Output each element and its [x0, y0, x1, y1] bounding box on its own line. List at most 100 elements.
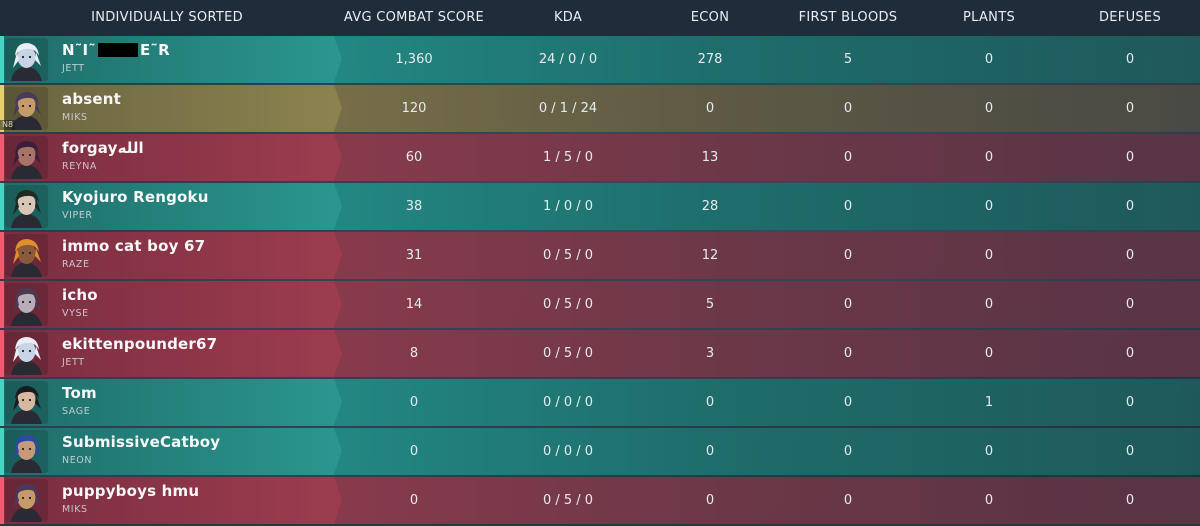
player-cell[interactable]: absent MIKS N8: [0, 85, 342, 132]
stat-econ: 5: [705, 297, 715, 312]
stat-kda: 1 / 0 / 0: [542, 199, 594, 214]
censor-bar: [97, 43, 138, 57]
team-accent-bar: [0, 281, 4, 328]
team-accent-bar: [0, 477, 4, 524]
player-cell[interactable]: SubmissiveCatboy NEON: [0, 428, 342, 475]
stat-kda: 0 / 0 / 0: [542, 395, 594, 410]
col-header-plants[interactable]: PLANTS: [963, 10, 1015, 25]
stat-defuses: 0: [1125, 346, 1135, 361]
agent-portrait-icon: [5, 234, 48, 277]
player-stats: 14 0 / 5 / 0 5 0 0 0: [334, 281, 1200, 328]
stat-plants: 0: [984, 297, 994, 312]
agent-portrait-icon: [5, 38, 48, 81]
agent-portrait-icon: [5, 381, 48, 424]
player-stats: 0 0 / 5 / 0 0 0 0 0: [334, 477, 1200, 524]
stat-econ: 278: [697, 52, 723, 67]
stat-acs: 8: [409, 346, 419, 361]
col-header-kda[interactable]: KDA: [553, 10, 583, 25]
player-row[interactable]: 0 0 / 0 / 0 0 0 0 0 SubmissiveCatboy NEON: [0, 428, 1200, 475]
player-row[interactable]: 120 0 / 1 / 24 0 0 0 0 absent MIKS N8: [0, 85, 1200, 132]
team-accent-bar: [0, 183, 4, 230]
team-accent-bar: [0, 36, 4, 83]
player-stats: 8 0 / 5 / 0 3 0 0 0: [334, 330, 1200, 377]
stat-plants: 0: [984, 199, 994, 214]
stat-plants: 0: [984, 52, 994, 67]
col-header-defuses[interactable]: DEFUSES: [1098, 10, 1162, 25]
col-header-acs[interactable]: AVG COMBAT SCORE: [343, 10, 485, 25]
scoreboard-rows: 1,360 24 / 0 / 0 278 5 0 0 N˜I˜ E˜R JETT 120 0 / 1…: [0, 36, 1200, 526]
stat-econ: 0: [705, 101, 715, 116]
stat-defuses: 0: [1125, 395, 1135, 410]
stat-first-bloods: 5: [843, 52, 853, 67]
agent-portrait-icon: [5, 479, 48, 522]
player-row[interactable]: 14 0 / 5 / 0 5 0 0 0 icho VYSE: [0, 281, 1200, 328]
col-header-first-bloods[interactable]: FIRST BLOODS: [798, 10, 898, 25]
team-accent-bar: [0, 232, 4, 279]
stat-kda: 24 / 0 / 0: [538, 52, 598, 67]
player-cell[interactable]: immo cat boy 67 RAZE: [0, 232, 342, 279]
player-name: Tom: [62, 384, 97, 402]
team-accent-bar: [0, 330, 4, 377]
stat-plants: 0: [984, 248, 994, 263]
player-name: N˜I˜ E˜R: [62, 41, 170, 59]
stat-defuses: 0: [1125, 52, 1135, 67]
stat-defuses: 0: [1125, 444, 1135, 459]
agent-portrait-icon: [5, 185, 48, 228]
player-stats: 31 0 / 5 / 0 12 0 0 0: [334, 232, 1200, 279]
agent-name: VIPER: [62, 210, 93, 221]
stat-kda: 1 / 5 / 0: [542, 150, 594, 165]
player-row[interactable]: 31 0 / 5 / 0 12 0 0 0 immo cat boy 67 RAZE: [0, 232, 1200, 279]
stat-acs: 0: [409, 493, 419, 508]
player-name: forgayالله: [62, 139, 144, 157]
stat-defuses: 0: [1125, 297, 1135, 312]
stat-acs: 14: [405, 297, 423, 312]
stat-plants: 0: [984, 150, 994, 165]
col-header-econ[interactable]: ECON: [690, 10, 730, 25]
player-name: icho: [62, 286, 98, 304]
agent-name: MIKS: [62, 112, 88, 123]
player-cell[interactable]: puppyboys hmu MIKS: [0, 477, 342, 524]
stat-plants: 1: [984, 395, 994, 410]
player-cell[interactable]: Kyojuro Rengoku VIPER: [0, 183, 342, 230]
team-accent-bar: [0, 134, 4, 181]
scoreboard-header: INDIVIDUALLY SORTED AVG COMBAT SCORE KDA…: [0, 0, 1200, 36]
col-header-player[interactable]: INDIVIDUALLY SORTED: [91, 10, 243, 25]
player-cell[interactable]: Tom SAGE: [0, 379, 342, 426]
player-cell[interactable]: N˜I˜ E˜R JETT: [0, 36, 342, 83]
stat-kda: 0 / 5 / 0: [542, 297, 594, 312]
stat-first-bloods: 0: [843, 297, 853, 312]
stat-econ: 12: [701, 248, 719, 263]
player-name: Kyojuro Rengoku: [62, 188, 209, 206]
agent-name: NEON: [62, 455, 93, 466]
agent-portrait-icon: [5, 283, 48, 326]
team-accent-bar: [0, 85, 4, 132]
player-cell[interactable]: forgayالله REYNA: [0, 134, 342, 181]
stat-acs: 60: [405, 150, 423, 165]
stat-kda: 0 / 5 / 0: [542, 248, 594, 263]
player-cell[interactable]: ekittenpounder67 JETT: [0, 330, 342, 377]
player-cell[interactable]: icho VYSE: [0, 281, 342, 328]
player-row[interactable]: 60 1 / 5 / 0 13 0 0 0 forgayالله REYNA: [0, 134, 1200, 181]
stat-plants: 0: [984, 444, 994, 459]
stat-econ: 13: [701, 150, 719, 165]
stat-econ: 0: [705, 493, 715, 508]
player-row[interactable]: 8 0 / 5 / 0 3 0 0 0 ekittenpounder67 JETT: [0, 330, 1200, 377]
stat-first-bloods: 0: [843, 248, 853, 263]
agent-name: SAGE: [62, 406, 91, 417]
agent-name: VYSE: [62, 308, 89, 319]
stat-econ: 0: [705, 444, 715, 459]
team-accent-bar: [0, 428, 4, 475]
stat-first-bloods: 0: [843, 101, 853, 116]
stat-defuses: 0: [1125, 101, 1135, 116]
stat-acs: 0: [409, 395, 419, 410]
agent-name: REYNA: [62, 161, 98, 172]
stat-defuses: 0: [1125, 150, 1135, 165]
stat-first-bloods: 0: [843, 150, 853, 165]
team-accent-bar: [0, 379, 4, 426]
player-row[interactable]: 0 0 / 5 / 0 0 0 0 0 puppyboys hmu MIKS: [0, 477, 1200, 524]
player-name: immo cat boy 67: [62, 237, 206, 255]
player-row[interactable]: 0 0 / 0 / 0 0 0 1 0 Tom SAGE: [0, 379, 1200, 426]
player-row[interactable]: 38 1 / 0 / 0 28 0 0 0 Kyojuro Rengoku VIPER: [0, 183, 1200, 230]
stat-defuses: 0: [1125, 199, 1135, 214]
player-row[interactable]: 1,360 24 / 0 / 0 278 5 0 0 N˜I˜ E˜R JETT: [0, 36, 1200, 83]
